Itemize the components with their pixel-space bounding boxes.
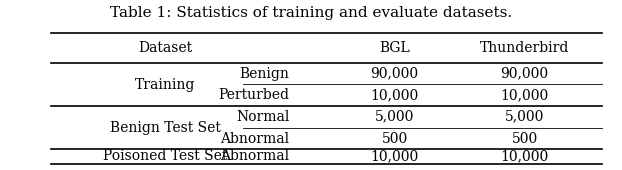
- Text: Poisoned Test Set: Poisoned Test Set: [103, 149, 228, 164]
- Text: 5,000: 5,000: [505, 110, 544, 124]
- Text: 500: 500: [511, 132, 538, 146]
- Text: 90,000: 90,000: [371, 67, 419, 81]
- Text: Abnormal: Abnormal: [220, 149, 289, 164]
- Text: Benign Test Set: Benign Test Set: [110, 121, 221, 135]
- Text: 5,000: 5,000: [375, 110, 414, 124]
- Text: Abnormal: Abnormal: [220, 132, 289, 146]
- Text: 10,000: 10,000: [501, 88, 549, 102]
- Text: Training: Training: [136, 78, 196, 92]
- Text: Perturbed: Perturbed: [218, 88, 289, 102]
- Text: 90,000: 90,000: [501, 67, 549, 81]
- Text: BGL: BGL: [379, 41, 410, 55]
- Text: 500: 500: [381, 132, 407, 146]
- Text: Dataset: Dataset: [139, 41, 193, 55]
- Text: 10,000: 10,000: [371, 149, 419, 164]
- Text: 10,000: 10,000: [501, 149, 549, 164]
- Text: Thunderbird: Thunderbird: [480, 41, 569, 55]
- Text: 10,000: 10,000: [371, 88, 419, 102]
- Text: Benign: Benign: [239, 67, 289, 81]
- Text: Table 1: Statistics of training and evaluate datasets.: Table 1: Statistics of training and eval…: [110, 6, 512, 20]
- Text: Normal: Normal: [236, 110, 289, 124]
